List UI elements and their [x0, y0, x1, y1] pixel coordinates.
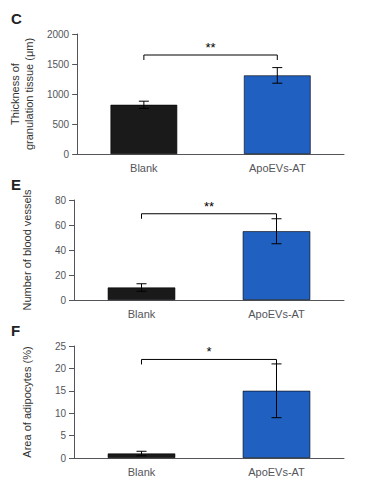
- svg-text:0: 0: [64, 149, 70, 160]
- svg-text:Blank: Blank: [128, 308, 156, 320]
- svg-text:15: 15: [55, 385, 67, 396]
- svg-text:ApoEVs-AT: ApoEVs-AT: [249, 162, 306, 174]
- svg-text:0: 0: [60, 295, 66, 306]
- svg-text:25: 25: [55, 341, 67, 352]
- svg-text:Blank: Blank: [128, 466, 156, 478]
- svg-text:40: 40: [55, 245, 67, 256]
- svg-text:ApoEVs-AT: ApoEVs-AT: [248, 308, 305, 320]
- svg-text:2000: 2000: [47, 29, 70, 40]
- svg-text:Thickness of: Thickness of: [9, 62, 21, 125]
- svg-text:60: 60: [55, 220, 67, 231]
- svg-text:0: 0: [60, 453, 66, 464]
- svg-text:Blank: Blank: [130, 162, 158, 174]
- svg-text:Number of blood vessels: Number of blood vessels: [21, 189, 33, 311]
- svg-text:Area of adipocytes (%): Area of adipocytes (%): [21, 346, 33, 457]
- svg-text:5: 5: [60, 430, 66, 441]
- svg-text:**: **: [206, 40, 216, 55]
- svg-text:1000: 1000: [47, 89, 70, 100]
- svg-text:20: 20: [55, 363, 67, 374]
- svg-text:F: F: [11, 322, 20, 339]
- svg-text:10: 10: [55, 408, 67, 419]
- svg-text:*: *: [206, 344, 211, 359]
- svg-text:E: E: [11, 176, 21, 193]
- svg-text:20: 20: [55, 270, 67, 281]
- svg-text:**: **: [204, 199, 214, 214]
- svg-text:1500: 1500: [47, 59, 70, 70]
- svg-text:80: 80: [55, 195, 67, 206]
- svg-text:C: C: [11, 10, 22, 27]
- svg-text:500: 500: [52, 119, 69, 130]
- svg-text:ApoEVs-AT: ApoEVs-AT: [248, 466, 305, 478]
- svg-text:granulation tissue (μm): granulation tissue (μm): [23, 38, 35, 150]
